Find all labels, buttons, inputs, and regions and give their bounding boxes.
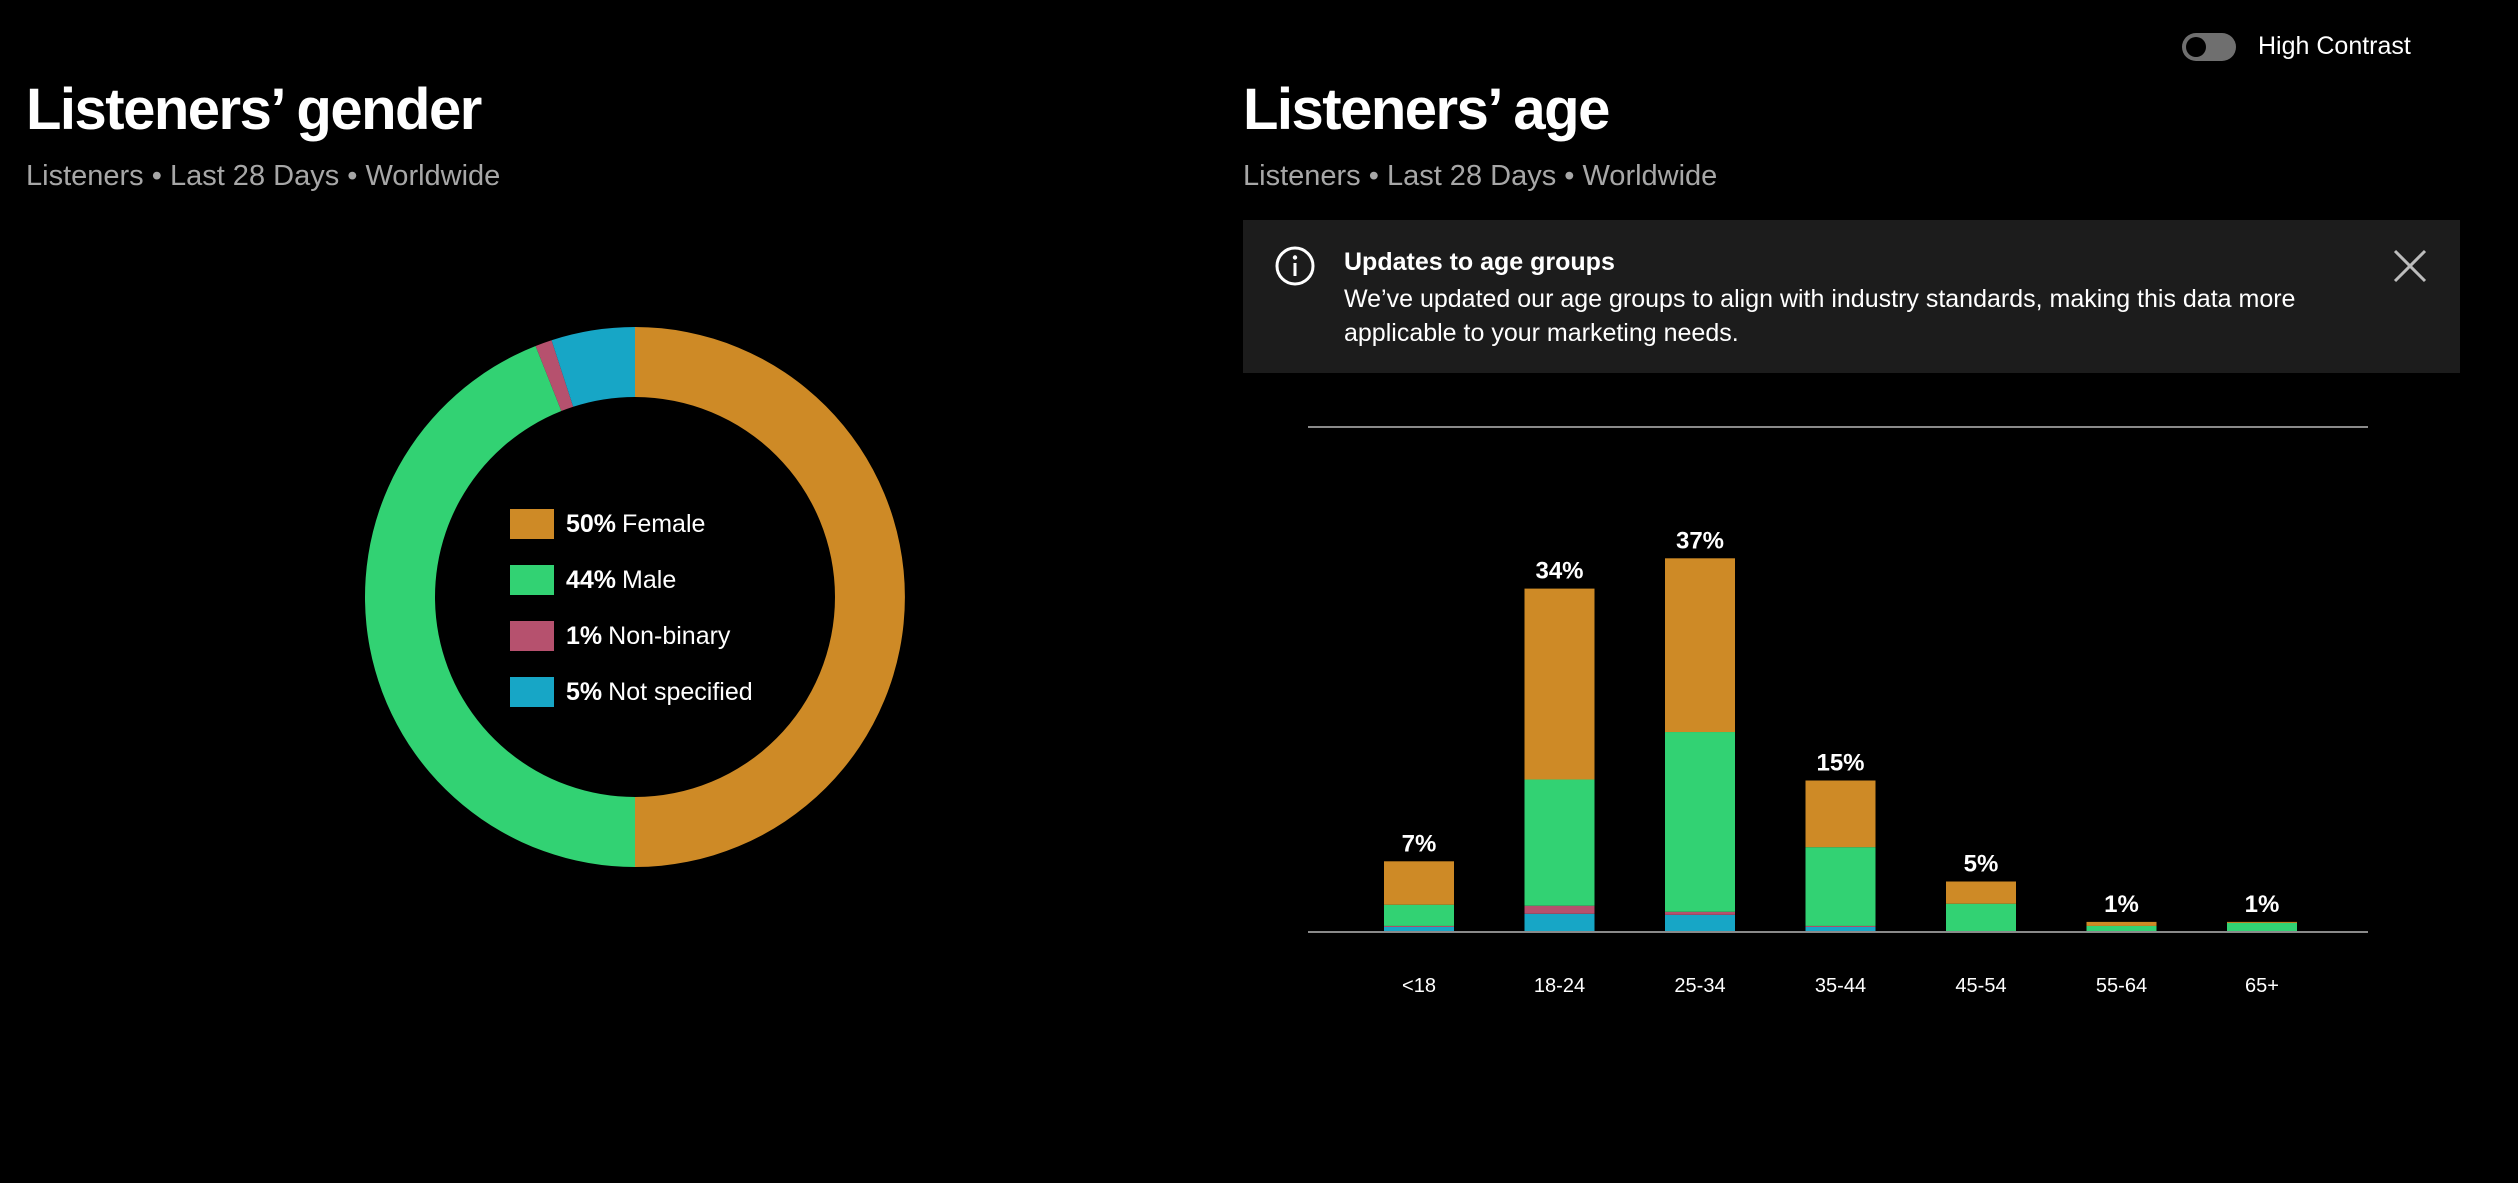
bar-55-64-female (2086, 921, 2157, 926)
bar-35-44-female (1805, 780, 1876, 848)
x-tick-label: 25-34 (1674, 975, 1725, 997)
banner-title: Updates to age groups (1344, 248, 1615, 276)
bar-25-34-female (1665, 558, 1735, 733)
legend-pct-non-binary: 1% (566, 621, 603, 650)
legend-swatch-female (510, 509, 554, 539)
donut-slice-non-binary (535, 340, 574, 412)
legend-label-not-specified: Not specified (608, 677, 753, 706)
legend-swatch-male (510, 565, 554, 595)
age-subtitle: Listeners • Last 28 Days • Worldwide (1243, 160, 1718, 192)
toggle-switch[interactable] (2182, 32, 2236, 61)
x-tick-label: 55-64 (2096, 975, 2147, 997)
gender-subtitle: Listeners • Last 28 Days • Worldwide (26, 160, 501, 192)
bar-18-24-non-binary (1524, 905, 1595, 914)
legend-label-female: Female (622, 509, 706, 538)
bar-value-label: 1% (2104, 891, 2139, 918)
bar-35-44-not-specified (1805, 926, 1876, 932)
legend-label-male: Male (622, 565, 677, 594)
age-groups-banner: Updates to age groups We’ve updated our … (1243, 220, 2460, 373)
bar-<18-male (1384, 904, 1454, 926)
x-tick-label: 65+ (2245, 975, 2279, 997)
bar-value-label: 1% (2245, 891, 2280, 918)
legend-item-non-binary: 1% Non-binary (510, 608, 753, 664)
bar-25-34-not-specified (1665, 914, 1735, 932)
legend-item-not-specified: 5% Not specified (510, 664, 753, 720)
legend-swatch-not-specified (510, 677, 554, 707)
bar-value-label: 7% (1402, 830, 1437, 857)
info-icon (1275, 246, 1315, 286)
gender-title: Listeners’ gender (26, 77, 482, 142)
bar-value-label: 5% (1964, 851, 1999, 878)
bar-35-44-non-binary (1805, 925, 1876, 927)
banner-text: We’ve updated our age groups to align wi… (1344, 285, 2296, 347)
bar-65+-female (2227, 921, 2297, 923)
x-tick-label: 18-24 (1534, 975, 1585, 997)
bar-55-64-male (2086, 925, 2157, 932)
bar-18-24-female (1524, 588, 1595, 780)
bar-value-label: 37% (1676, 527, 1724, 554)
donut-slice-not-specified (551, 327, 635, 407)
bar-18-24-not-specified (1524, 913, 1595, 932)
bar-value-label: 34% (1535, 558, 1583, 585)
legend-swatch-non-binary (510, 621, 554, 651)
legend-pct-male: 44% (566, 565, 617, 594)
bar-18-24-male (1524, 779, 1595, 906)
legend-item-male: 44% Male (510, 552, 753, 608)
bar-<18-female (1384, 861, 1454, 905)
bar-45-54-female (1946, 881, 2016, 904)
x-tick-label: 45-54 (1955, 975, 2006, 997)
legend-item-female: 50% Female (510, 496, 753, 552)
bar-value-label: 15% (1816, 750, 1864, 777)
gender-donut-chart (364, 327, 905, 868)
x-tick-label: <18 (1402, 975, 1436, 997)
legend-pct-not-specified: 5% (566, 677, 603, 706)
x-tick-label: 35-44 (1815, 975, 1866, 997)
donut-slice-female (635, 327, 905, 867)
bar-<18-non-binary (1384, 925, 1454, 927)
bar-45-54-male (1946, 903, 2016, 931)
close-icon[interactable] (2390, 246, 2430, 286)
age-bar-chart: 7% <18 34% 18-24 37% 25-34 15% 35-44 5% 45-54 1% 55… (1308, 426, 2368, 997)
gender-legend: 50% Female 44% Male 1% Non-binary 5% Not… (510, 496, 753, 720)
bar-<18-not-specified (1384, 926, 1454, 932)
bar-65+-male (2227, 922, 2297, 932)
high-contrast-toggle[interactable]: High Contrast (2182, 32, 2411, 61)
bar-25-34-male (1665, 732, 1735, 912)
donut-slice-male (364, 345, 635, 868)
toggle-label: High Contrast (2258, 32, 2411, 60)
legend-label-non-binary: Non-binary (608, 621, 731, 650)
toggle-knob (2186, 36, 2206, 57)
bar-35-44-male (1805, 847, 1876, 926)
age-title: Listeners’ age (1243, 77, 1610, 142)
legend-pct-female: 50% (566, 509, 617, 538)
bar-25-34-non-binary (1665, 911, 1735, 915)
